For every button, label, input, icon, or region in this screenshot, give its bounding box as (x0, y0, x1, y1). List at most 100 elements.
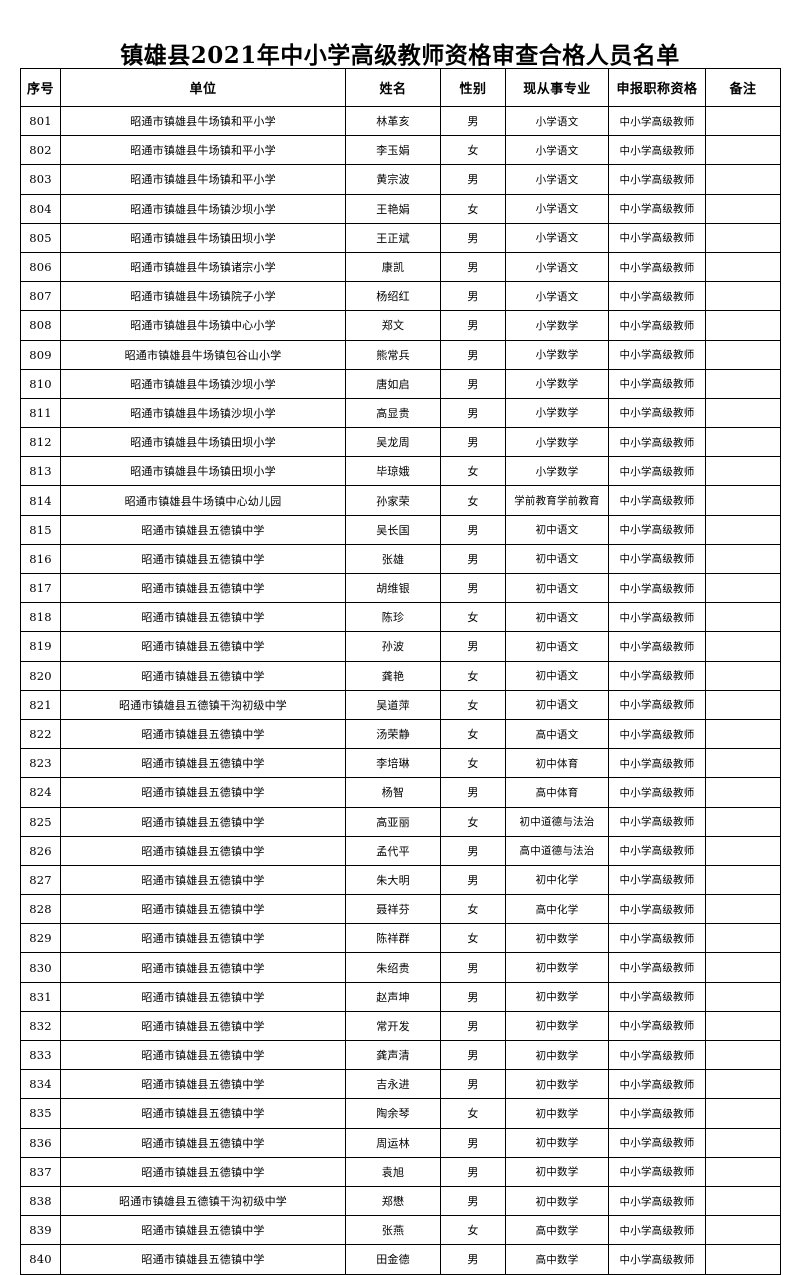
table-row: 823 昭通市镇雄县五德镇中学 李培琳女初中体育 中小学高级教师 (20, 748, 781, 779)
cell-name: 田金德 (345, 1244, 441, 1275)
cell-unit: 昭通市镇雄县五德镇中学 (60, 748, 346, 779)
cell-name: 王艳娟 (345, 193, 441, 224)
cell-major: 初中数学 (505, 1156, 609, 1187)
cell-title: 中小学高级教师 (608, 1215, 706, 1246)
cell-remark (705, 1215, 781, 1246)
cell-gender: 女 (440, 1215, 506, 1246)
cell-major: 初中数学 (505, 1098, 609, 1129)
cell-title: 中小学高级教师 (608, 689, 706, 720)
cell-title: 中小学高级教师 (608, 281, 706, 312)
cell-name: 孟代平 (345, 835, 441, 866)
cell-remark (705, 689, 781, 720)
cell-gender: 女 (440, 485, 506, 516)
cell-major: 初中数学 (505, 1069, 609, 1100)
cell-major: 高中道德与法治 (505, 835, 609, 866)
table-body: 801 昭通市镇雄县牛场镇和平小学 林革亥男小学语文 中小学高级教师 802 昭通市镇雄县… (20, 105, 781, 1275)
cell-name: 袁旭 (345, 1156, 441, 1187)
cell-gender: 男 (440, 310, 506, 341)
table-row: 838 昭通市镇雄县五德镇干沟初级中学 郑懋男初中数学 中小学高级教师 (20, 1185, 781, 1217)
cell-major: 小学语文 (505, 251, 609, 283)
cell-unit: 昭通市镇雄县牛场镇沙坝小学 (60, 368, 346, 399)
cell-major: 小学语文 (505, 105, 609, 137)
cell-major: 高中化学 (505, 894, 609, 925)
cell-unit: 昭通市镇雄县五德镇中学 (60, 1156, 346, 1187)
cell-title: 中小学高级教师 (608, 310, 706, 341)
cell-gender: 男 (440, 222, 506, 253)
column-header-seq: 序号 (20, 68, 61, 107)
cell-remark (705, 543, 781, 575)
cell-remark (705, 251, 781, 283)
cell-major: 初中语文 (505, 660, 609, 691)
cell-name: 吉永进 (345, 1069, 441, 1100)
cell-gender: 男 (440, 368, 506, 399)
cell-remark (705, 748, 781, 779)
cell-remark (705, 427, 781, 458)
cell-major: 初中数学 (505, 981, 609, 1012)
cell-seq: 812 (20, 427, 61, 458)
cell-seq: 834 (20, 1069, 61, 1100)
cell-seq: 808 (20, 310, 61, 341)
table-row: 817 昭通市镇雄县五德镇中学 胡维银男初中语文 中小学高级教师 (20, 572, 781, 604)
table-row: 819 昭通市镇雄县五德镇中学 孙波男初中语文 中小学高级教师 (20, 631, 781, 662)
cell-gender: 男 (440, 1010, 506, 1042)
cell-gender: 女 (440, 456, 506, 487)
cell-gender: 男 (440, 835, 506, 866)
cell-gender: 男 (440, 1039, 506, 1071)
table-row: 812 昭通市镇雄县牛场镇田坝小学 吴龙周男小学数学 中小学高级教师 (20, 427, 781, 458)
cell-name: 赵声坤 (345, 981, 441, 1012)
cell-unit: 昭通市镇雄县五德镇中学 (60, 894, 346, 925)
table-row: 826 昭通市镇雄县五德镇中学 孟代平男高中道德与法治 中小学高级教师 (20, 835, 781, 866)
cell-title: 中小学高级教师 (608, 135, 706, 166)
table-row: 830 昭通市镇雄县五德镇中学 朱绍贵男初中数学 中小学高级教师 (20, 952, 781, 983)
cell-title: 中小学高级教师 (608, 806, 706, 837)
cell-seq: 817 (20, 572, 61, 604)
cell-major: 高中语文 (505, 718, 609, 750)
cell-unit: 昭通市镇雄县牛场镇沙坝小学 (60, 193, 346, 224)
cell-remark (705, 1098, 781, 1129)
table-header: 序号 单位 姓名 性别 现从事专业 申报职称资格 备注 (20, 68, 781, 107)
cell-major: 学前教育学前教育 (505, 485, 609, 516)
cell-title: 中小学高级教师 (608, 1127, 706, 1158)
table-row: 805 昭通市镇雄县牛场镇田坝小学 王正斌男小学语文 中小学高级教师 (20, 222, 781, 253)
cell-gender: 男 (440, 427, 506, 458)
cell-seq: 813 (20, 456, 61, 487)
cell-seq: 838 (20, 1185, 61, 1217)
cell-unit: 昭通市镇雄县五德镇中学 (60, 572, 346, 604)
table-row: 828 昭通市镇雄县五德镇中学 聂祥芬女高中化学 中小学高级教师 (20, 894, 781, 925)
table-header-row: 序号 单位 姓名 性别 现从事专业 申报职称资格 备注 (20, 68, 781, 107)
cell-seq: 825 (20, 806, 61, 837)
cell-remark (705, 1156, 781, 1187)
cell-unit: 昭通市镇雄县五德镇中学 (60, 543, 346, 575)
cell-gender: 女 (440, 923, 506, 954)
cell-major: 初中数学 (505, 1039, 609, 1071)
cell-title: 中小学高级教师 (608, 485, 706, 516)
cell-unit: 昭通市镇雄县牛场镇和平小学 (60, 135, 346, 166)
cell-seq: 805 (20, 222, 61, 253)
table-row: 821 昭通市镇雄县五德镇干沟初级中学 吴道萍女初中语文 中小学高级教师 (20, 689, 781, 720)
cell-title: 中小学高级教师 (608, 572, 706, 604)
cell-name: 汤荣静 (345, 718, 441, 750)
cell-unit: 昭通市镇雄县五德镇中学 (60, 952, 346, 983)
cell-name: 龚艳 (345, 660, 441, 691)
cell-title: 中小学高级教师 (608, 1156, 706, 1187)
cell-remark (705, 718, 781, 750)
cell-name: 陈珍 (345, 602, 441, 633)
cell-name: 林革亥 (345, 105, 441, 137)
cell-remark (705, 397, 781, 429)
cell-unit: 昭通市镇雄县牛场镇中心小学 (60, 310, 346, 341)
cell-unit: 昭通市镇雄县牛场镇沙坝小学 (60, 397, 346, 429)
cell-name: 杨智 (345, 777, 441, 808)
cell-name: 常开发 (345, 1010, 441, 1042)
column-header-remark: 备注 (705, 68, 781, 107)
cell-remark (705, 514, 781, 545)
cell-title: 中小学高级教师 (608, 222, 706, 253)
cell-major: 小学数学 (505, 368, 609, 399)
table-row: 825 昭通市镇雄县五德镇中学 高亚丽女初中道德与法治 中小学高级教师 (20, 806, 781, 837)
cell-name: 吴长国 (345, 514, 441, 545)
cell-title: 中小学高级教师 (608, 777, 706, 808)
cell-name: 张燕 (345, 1215, 441, 1246)
cell-remark (705, 894, 781, 925)
cell-unit: 昭通市镇雄县五德镇中学 (60, 777, 346, 808)
cell-major: 初中数学 (505, 952, 609, 983)
cell-unit: 昭通市镇雄县五德镇中学 (60, 1010, 346, 1042)
